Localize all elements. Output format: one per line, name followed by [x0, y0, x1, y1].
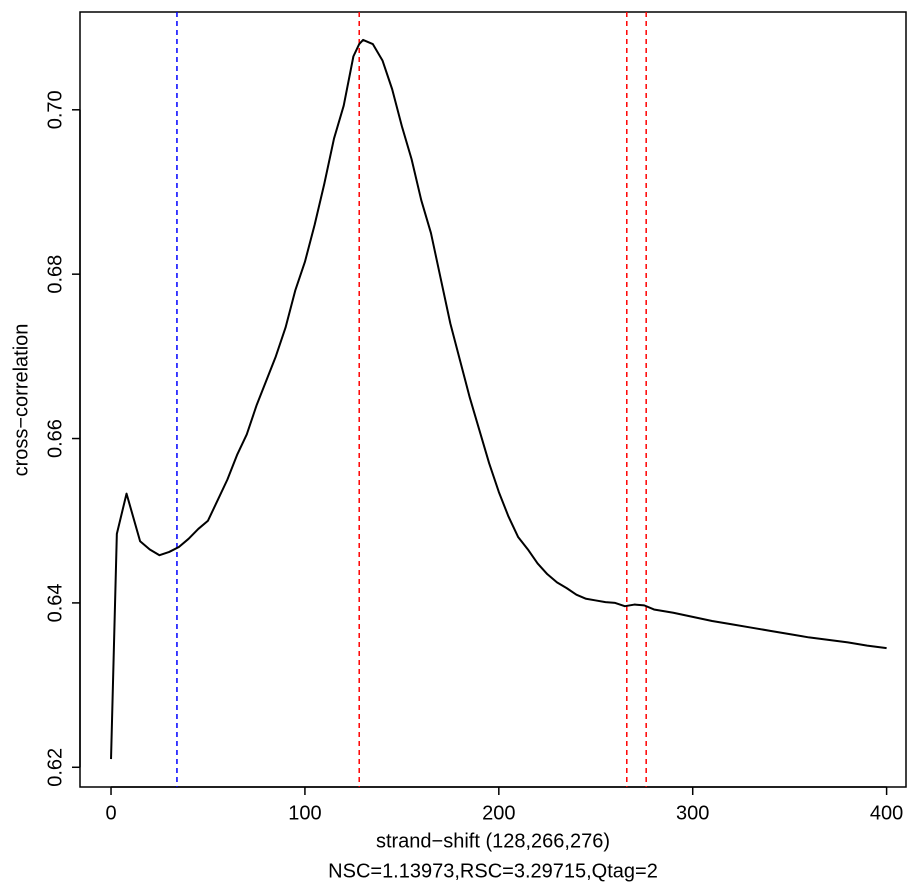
series-line — [110, 38, 887, 760]
y-tick-label: 0.64 — [44, 583, 66, 622]
x-tick-label: 100 — [288, 802, 321, 824]
y-tick-label: 0.68 — [44, 255, 66, 294]
plot-box — [79, 11, 907, 788]
y-tick-label: 0.70 — [44, 90, 66, 129]
x-tick-label: 400 — [870, 802, 903, 824]
x-tick-label: 0 — [105, 802, 116, 824]
subtitle: NSC=1.13973,RSC=3.29715,Qtag=2 — [328, 860, 658, 882]
y-axis-label: cross−correlation — [10, 324, 32, 477]
x-tick-label: 300 — [676, 802, 709, 824]
y-tick-label: 0.62 — [44, 748, 66, 787]
x-axis-label: strand−shift (128,266,276) — [376, 830, 610, 852]
x-tick-label: 200 — [482, 802, 515, 824]
y-tick-label: 0.66 — [44, 419, 66, 458]
